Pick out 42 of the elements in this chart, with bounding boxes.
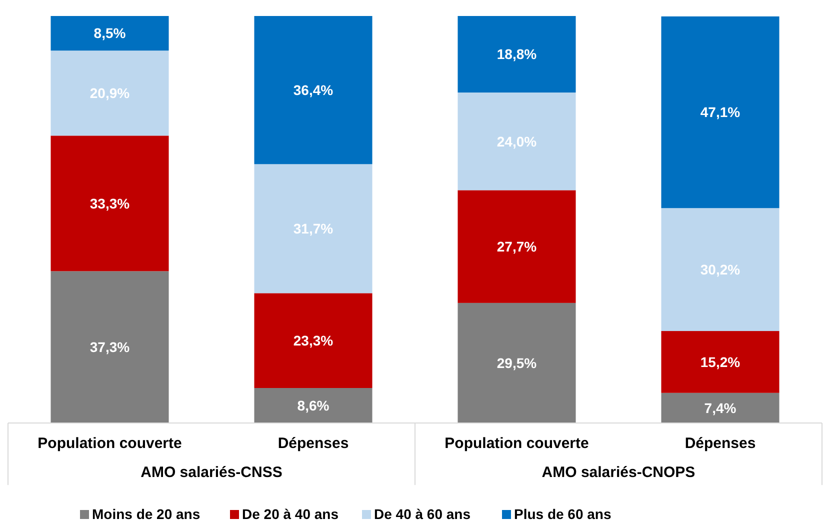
data-label: 18,8% [496, 46, 538, 62]
bar [661, 392, 780, 423]
data-label: 29,5% [496, 354, 538, 371]
bar [458, 16, 576, 93]
bar [458, 302, 576, 423]
data-label: 7,4% [704, 400, 737, 416]
legend-label: Plus de 60 ans [514, 506, 612, 522]
bar [458, 190, 576, 303]
data-label: 37,3% [90, 338, 130, 355]
data-label: 33,3% [90, 195, 130, 212]
bar [458, 92, 576, 190]
x-tick-label: Dépenses [684, 435, 756, 452]
bar [50, 16, 169, 51]
data-label: 24,0% [496, 133, 538, 150]
data-label: 8,5% [94, 25, 126, 42]
x-tick-label: Dépenses [278, 435, 349, 452]
data-label: 31,7% [293, 220, 334, 237]
bar [661, 331, 780, 393]
bar [661, 208, 780, 332]
data-label: 30,2% [700, 261, 741, 278]
data-label: 36,4% [293, 82, 334, 98]
data-label: 47,1% [700, 104, 741, 120]
bar [661, 16, 780, 208]
legend-label: Moins de 20 ans [92, 506, 200, 522]
text: AMO salariés-CNSS [140, 464, 282, 481]
data-label: 15,2% [700, 354, 741, 370]
data-label: 23,3% [293, 332, 334, 348]
x-tick-label: Population couverte [444, 435, 589, 452]
x-tick-label: Population couverte [38, 435, 182, 452]
bar [254, 388, 372, 423]
bar [254, 293, 372, 388]
bar [50, 271, 169, 423]
data-label: 8,6% [297, 397, 330, 414]
legend-label: De 40 à 60 ans [374, 506, 471, 522]
bar [50, 50, 169, 136]
legend-label: De 20 à 40 ans [242, 506, 339, 522]
data-label: 20,9% [90, 85, 130, 102]
bar [254, 164, 372, 294]
bar [254, 16, 372, 164]
bar [50, 136, 169, 272]
text: AMO salariés-CNOPS [542, 464, 696, 481]
data-label: 27,7% [496, 238, 538, 254]
